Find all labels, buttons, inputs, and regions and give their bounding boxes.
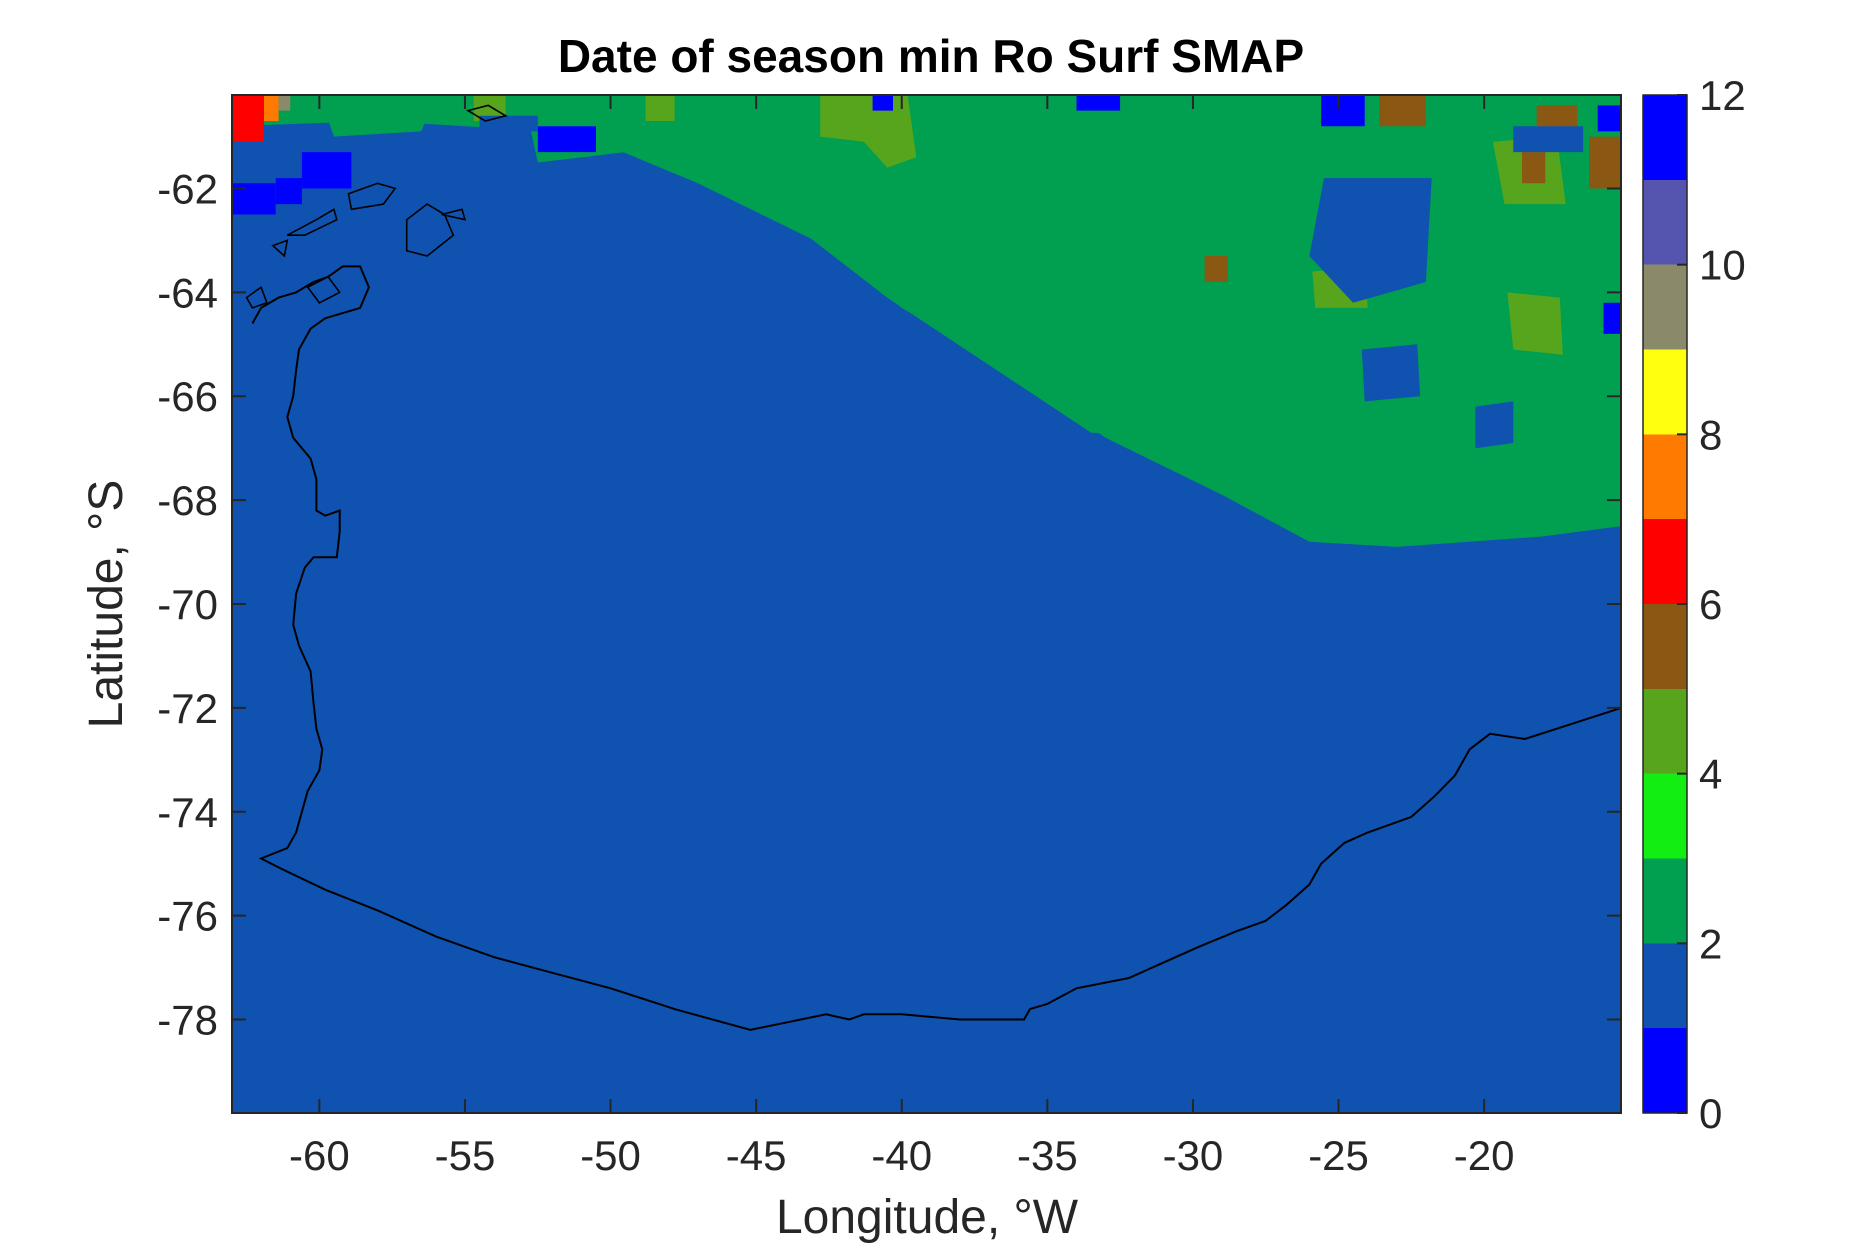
region-29 xyxy=(1597,105,1621,132)
region-15 xyxy=(1536,105,1578,132)
region-23 xyxy=(232,183,276,215)
y-axis-label: Latitude, °S xyxy=(80,480,133,729)
region-31 xyxy=(1309,178,1432,303)
region-22 xyxy=(275,178,302,205)
x-tick-label: -60 xyxy=(289,1132,350,1179)
region-28 xyxy=(1321,95,1365,127)
region-16 xyxy=(1589,136,1621,189)
y-tick-label: -76 xyxy=(157,893,218,940)
island-7 xyxy=(441,208,467,221)
x-tick-label: -55 xyxy=(435,1132,496,1179)
island-4 xyxy=(245,285,268,309)
chart-title: Date of season min Ro Surf SMAP xyxy=(558,30,1304,82)
colorbar-tick-label: 6 xyxy=(1699,581,1722,628)
colorbar-tick-label: 8 xyxy=(1699,411,1722,458)
x-axis-label: Longitude, °W xyxy=(776,1191,1079,1244)
y-tick-label: -64 xyxy=(157,269,218,316)
region-19 xyxy=(232,95,264,142)
region-6 xyxy=(319,95,436,137)
region-7 xyxy=(1440,162,1514,251)
region-18 xyxy=(1204,256,1228,282)
island-5 xyxy=(271,239,289,258)
x-tick-label: -35 xyxy=(1017,1132,1078,1179)
region-24 xyxy=(301,152,352,189)
island-0 xyxy=(405,203,455,257)
island-3 xyxy=(306,275,341,304)
y-tick-label: -72 xyxy=(157,685,218,732)
region-13 xyxy=(645,95,675,121)
region-21 xyxy=(278,95,291,111)
y-tick-label: -66 xyxy=(157,373,218,420)
region-2 xyxy=(1134,230,1339,475)
x-tick-label: -50 xyxy=(580,1132,641,1179)
colorbar-ticks: 0 2 4 6 8 10 12 xyxy=(1677,72,1746,1137)
y-tick-label: -62 xyxy=(157,165,218,212)
x-axis-ticks: -60 -55 -50 -45 -40 -35 -30 -25 -20 xyxy=(289,95,1514,1179)
island-1 xyxy=(347,182,397,211)
island-2 xyxy=(286,208,338,236)
island-6 xyxy=(465,104,508,122)
region-25 xyxy=(537,126,596,153)
region-33 xyxy=(1475,401,1514,449)
coastline xyxy=(251,265,1621,1031)
region-17 xyxy=(1522,152,1546,184)
colorbar: 0 2 4 6 8 10 12 xyxy=(1642,72,1746,1137)
region-8 xyxy=(820,95,917,168)
region-32 xyxy=(1361,344,1421,402)
region-10 xyxy=(1507,292,1563,355)
colorbar-tick-label: 4 xyxy=(1699,751,1722,798)
y-tick-label: -70 xyxy=(157,581,218,628)
colorbar-tick-label: 12 xyxy=(1699,72,1746,119)
y-tick-label: -68 xyxy=(157,477,218,524)
region-30 xyxy=(1603,302,1621,334)
y-tick-label: -74 xyxy=(157,789,218,836)
colorbar-tick-label: 10 xyxy=(1699,242,1746,289)
region-26 xyxy=(872,95,893,111)
region-35 xyxy=(479,115,538,132)
x-tick-label: -45 xyxy=(726,1132,787,1179)
region-4 xyxy=(1047,188,1112,272)
x-tick-label: -30 xyxy=(1163,1132,1224,1179)
colorbar-tick-label: 0 xyxy=(1699,1090,1722,1137)
region-34 xyxy=(1513,126,1584,153)
x-tick-label: -25 xyxy=(1308,1132,1369,1179)
x-tick-label: -40 xyxy=(871,1132,932,1179)
y-tick-label: -78 xyxy=(157,997,218,1044)
plot-area: -60 -55 -50 -45 -40 -35 -30 -25 -20 -62 -64 -66 -68… xyxy=(157,94,1622,1179)
coastline-layer xyxy=(245,104,1621,1031)
region-27 xyxy=(1076,95,1121,111)
region-12 xyxy=(473,95,506,121)
y-axis-ticks: -62 -64 -66 -68 -70 -72 -74 -76 -78 xyxy=(157,165,1621,1044)
region-14 xyxy=(1379,95,1426,127)
colorbar-tick-label: 2 xyxy=(1699,920,1722,967)
region-1 xyxy=(610,95,1179,438)
region-20 xyxy=(264,95,279,121)
heatmap-cells xyxy=(232,95,1621,547)
x-tick-label: -20 xyxy=(1454,1132,1515,1179)
